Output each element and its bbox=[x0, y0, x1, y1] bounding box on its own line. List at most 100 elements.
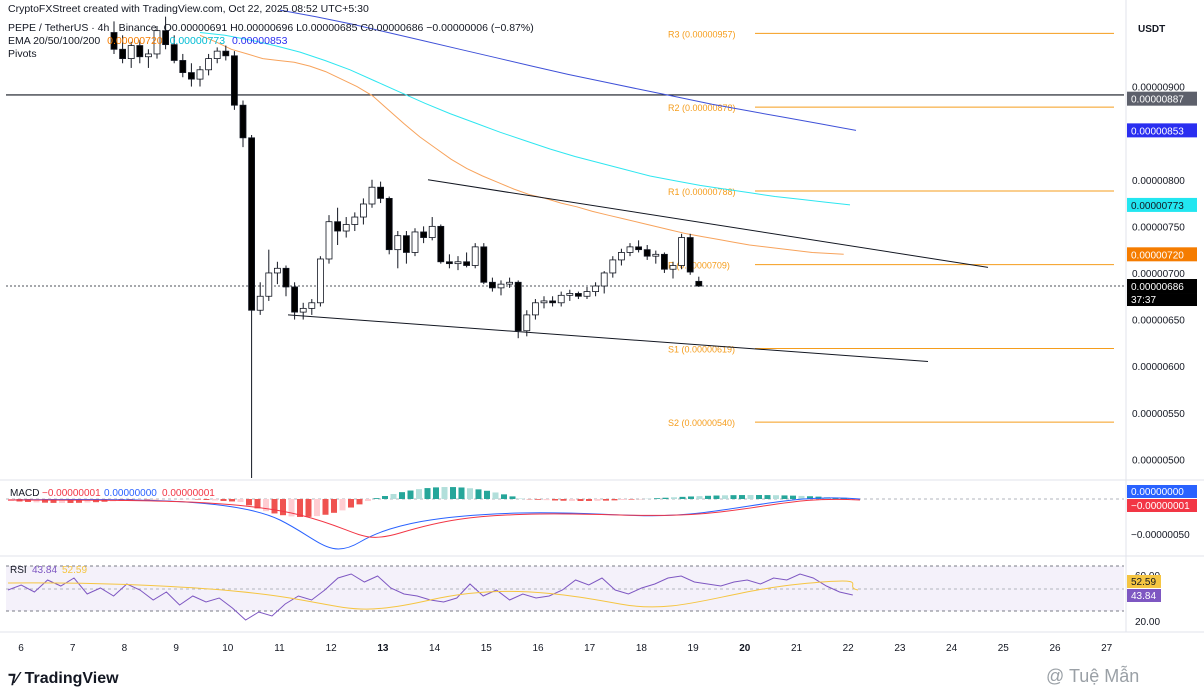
rsi-ma-line bbox=[7, 580, 859, 610]
price-tag-box bbox=[1127, 247, 1197, 262]
pivots-legend[interactable]: Pivots bbox=[8, 48, 37, 60]
candle-down bbox=[643, 249, 651, 257]
macd-histogram-bar bbox=[654, 498, 660, 499]
candle-down bbox=[480, 246, 488, 283]
rsi-tag-box bbox=[1127, 589, 1161, 602]
macd-histogram-bar bbox=[220, 499, 227, 501]
candle-up bbox=[609, 259, 617, 274]
x-tick-label: 13 bbox=[377, 643, 389, 654]
candle-up bbox=[557, 294, 565, 304]
x-tick-label: 9 bbox=[173, 643, 179, 654]
macd-histogram-bar bbox=[288, 499, 295, 517]
price-tag-box bbox=[1127, 91, 1197, 106]
candle-up bbox=[316, 258, 324, 304]
candle-down bbox=[549, 300, 556, 304]
price-tag-text: 0.00000686 bbox=[1131, 282, 1184, 293]
price-tag-text: 0.00000887 bbox=[1131, 95, 1184, 106]
pivot-label-r2: R2 (0.00000878) bbox=[668, 103, 736, 113]
y-tick-label: 0.00000650 bbox=[1132, 316, 1185, 327]
rsi-value: 43.84 bbox=[32, 565, 57, 576]
macd-histogram-bar bbox=[271, 499, 278, 514]
candle-down bbox=[402, 235, 410, 253]
x-tick-label: 23 bbox=[894, 643, 906, 654]
candle-down bbox=[488, 281, 496, 289]
macd-histogram-bar bbox=[450, 487, 456, 499]
pivot-label-p: P (0.00000709) bbox=[668, 261, 730, 271]
x-tick-label: 16 bbox=[532, 643, 544, 654]
candle-up bbox=[626, 246, 634, 253]
candle-down bbox=[119, 48, 126, 59]
macd-histogram-bar bbox=[688, 496, 694, 499]
macd-histogram-bar bbox=[798, 495, 805, 499]
candle-up bbox=[342, 224, 350, 232]
macd-histogram-bar bbox=[399, 492, 405, 499]
macd-histogram-bar bbox=[416, 489, 422, 499]
candle-down bbox=[661, 253, 668, 270]
macd-histogram-bar bbox=[611, 499, 618, 501]
macd-histogram-bar bbox=[348, 499, 354, 508]
candle-up bbox=[678, 237, 685, 266]
x-tick-label: 21 bbox=[791, 643, 803, 654]
macd-tag-text: −0.00000001 bbox=[1131, 501, 1190, 512]
candle-up bbox=[566, 293, 574, 296]
candle-up bbox=[273, 267, 281, 274]
candle-up bbox=[652, 253, 660, 257]
candle-up bbox=[308, 302, 316, 309]
tradingview-logo[interactable]: ⁊⁄ TradingView bbox=[8, 668, 119, 688]
rsi-tag-text: 52.59 bbox=[1131, 577, 1156, 588]
candle-down bbox=[575, 293, 582, 297]
x-tick-label: 22 bbox=[843, 643, 855, 654]
y-tick-label: 0.00000750 bbox=[1132, 222, 1185, 233]
tradingview-mark-icon: ⁊⁄ bbox=[8, 670, 19, 687]
lower-trendline bbox=[287, 314, 929, 362]
candle-down bbox=[239, 104, 247, 139]
candle-down bbox=[686, 237, 694, 273]
macd-histogram-bar bbox=[747, 495, 754, 499]
x-tick-label: 20 bbox=[739, 643, 751, 654]
rsi-axis-tick: 20.00 bbox=[1135, 617, 1160, 628]
candle-up bbox=[299, 307, 307, 313]
macd-histogram-bar bbox=[467, 488, 473, 499]
macd-histogram-bar bbox=[773, 495, 779, 499]
candle-down bbox=[110, 32, 118, 50]
x-tick-label: 24 bbox=[946, 643, 958, 654]
ema100-line bbox=[279, 9, 857, 131]
candle-down bbox=[179, 60, 187, 73]
ema20-line bbox=[199, 34, 844, 255]
price-tag-box bbox=[1127, 279, 1197, 294]
macd-histogram-bar bbox=[322, 499, 329, 515]
candle-down bbox=[187, 72, 195, 80]
y-tick-label: 0.00000500 bbox=[1132, 455, 1185, 466]
macd-histogram-bar bbox=[739, 495, 745, 499]
macd-histogram-bar bbox=[696, 496, 703, 499]
x-tick-label: 15 bbox=[481, 643, 493, 654]
candle-up bbox=[471, 246, 479, 266]
candle-up bbox=[497, 283, 505, 289]
macd-histogram-bar bbox=[390, 494, 397, 499]
ema50-value: 0.00000773 bbox=[169, 35, 226, 47]
macd-histogram-bar bbox=[297, 499, 303, 517]
macd-histogram-bar bbox=[280, 499, 286, 516]
candle-up bbox=[454, 261, 462, 265]
macd-histogram-bar bbox=[543, 499, 550, 501]
macd-histogram-bar bbox=[620, 499, 626, 500]
candle-down bbox=[514, 281, 522, 332]
macd-histogram-bar bbox=[458, 487, 465, 499]
macd-histogram-bar bbox=[67, 499, 74, 503]
macd-histogram-bar bbox=[365, 499, 371, 502]
macd-histogram-bar bbox=[314, 499, 320, 517]
candle-up bbox=[144, 53, 152, 58]
candle-up bbox=[127, 45, 135, 59]
x-tick-label: 25 bbox=[998, 643, 1010, 654]
currency-label[interactable]: USDT bbox=[1138, 24, 1166, 35]
macd-histogram-bar bbox=[373, 498, 380, 499]
macd-histogram-bar bbox=[764, 495, 771, 499]
ema-legend[interactable]: EMA 20/50/100/200 0.00000720 0.00000773 … bbox=[8, 35, 291, 47]
candle-up bbox=[213, 50, 221, 60]
watermark: @ Tuệ Mẫn bbox=[1046, 666, 1140, 686]
macd-histogram-bar bbox=[424, 488, 431, 499]
macd-histogram-bar bbox=[263, 499, 269, 512]
candle-down bbox=[463, 261, 471, 266]
price-tag-box bbox=[1127, 197, 1197, 212]
